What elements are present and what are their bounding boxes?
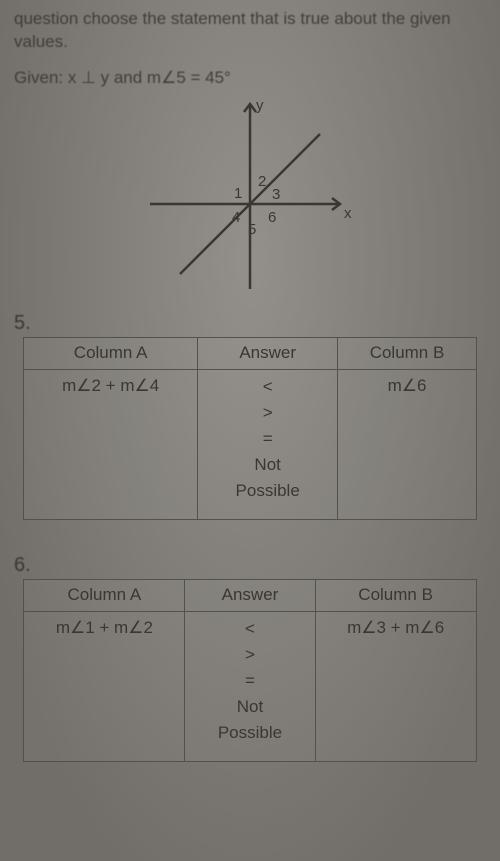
angle-2: 2 [258, 173, 266, 190]
angle-5: 5 [248, 221, 256, 238]
q5-column-b: m∠6 [338, 369, 476, 519]
answer-option-eq[interactable]: = [257, 428, 279, 450]
header-col-b: Column B [315, 579, 476, 611]
given-text: Given: x ⊥ y and m∠5 = 45° [14, 68, 486, 88]
header-answer: Answer [185, 579, 315, 611]
axis-y-label: y [256, 97, 264, 114]
q6-column-a: m∠1 + m∠2 [24, 611, 185, 761]
q5-answer-cell: < > = Not Possible [197, 369, 338, 519]
answer-option-lt[interactable]: < [239, 618, 261, 640]
angle-diagram: y x 1 2 3 4 5 6 [14, 94, 486, 294]
answer-option-gt[interactable]: > [239, 644, 261, 666]
answer-option-not[interactable]: Not [248, 454, 286, 476]
q6-answer-cell: < > = Not Possible [185, 611, 315, 761]
axis-x-label: x [344, 205, 352, 222]
answer-option-lt[interactable]: < [257, 376, 279, 398]
question-6-number: 6. [14, 554, 486, 577]
answer-option-possible[interactable]: Possible [212, 722, 288, 744]
question-5-number: 5. [14, 312, 486, 335]
angle-3: 3 [272, 186, 280, 203]
answer-option-possible[interactable]: Possible [230, 480, 306, 502]
table-row: m∠1 + m∠2 < > = Not Possible m∠3 + m∠6 [24, 611, 476, 761]
header-col-a: Column A [24, 337, 197, 369]
q5-column-a: m∠2 + m∠4 [24, 369, 197, 519]
angle-1: 1 [234, 185, 242, 202]
instruction-text: question choose the statement that is tr… [14, 8, 486, 54]
answer-option-eq[interactable]: = [239, 670, 261, 692]
answer-option-not[interactable]: Not [231, 696, 269, 718]
angle-6: 6 [268, 209, 276, 226]
question-5-table: Column A Answer Column B m∠2 + m∠4 < > =… [23, 337, 476, 520]
question-6-table: Column A Answer Column B m∠1 + m∠2 < > =… [23, 579, 476, 762]
header-col-a: Column A [24, 579, 185, 611]
table-header-row: Column A Answer Column B [24, 337, 476, 369]
header-answer: Answer [197, 337, 338, 369]
table-header-row: Column A Answer Column B [24, 579, 476, 611]
header-col-b: Column B [338, 337, 476, 369]
table-row: m∠2 + m∠4 < > = Not Possible m∠6 [24, 369, 476, 519]
q6-column-b: m∠3 + m∠6 [315, 611, 476, 761]
angle-4: 4 [232, 209, 240, 226]
answer-option-gt[interactable]: > [257, 402, 279, 424]
